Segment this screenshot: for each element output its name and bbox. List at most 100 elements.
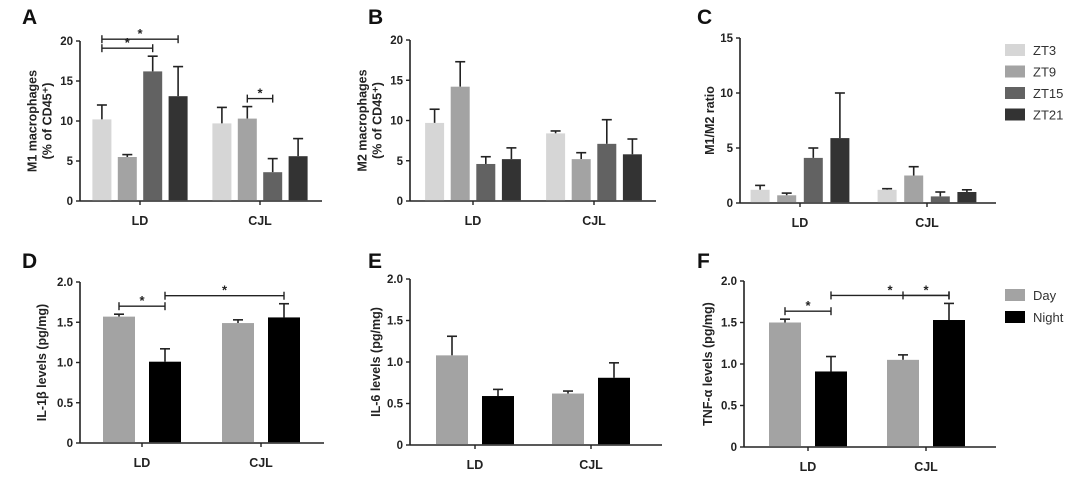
y-tick-label: 1.0 xyxy=(57,358,73,370)
legend-swatch-zt9 xyxy=(1005,65,1025,78)
bar-zt15-ld xyxy=(476,163,496,201)
significance-star: * xyxy=(805,298,811,313)
legend-swatch-day xyxy=(1005,289,1025,301)
y-tick-label: 0 xyxy=(67,438,73,450)
panel-a: A M1 macrophages (% of CD45⁺) 0 5 10 15 20 LD CJL… xyxy=(22,6,322,228)
panel-letter: B xyxy=(368,6,383,29)
bar-zt21-ld xyxy=(830,138,850,203)
x-tick-label: CJL xyxy=(915,216,939,230)
legend-swatch-zt3 xyxy=(1005,44,1025,56)
bar-night-cjl xyxy=(268,317,300,443)
y-tick-label: 20 xyxy=(390,35,403,47)
x-tick-label: CJL xyxy=(249,456,273,470)
y-tick-label: 0 xyxy=(731,442,737,454)
panel-d: D IL-1β levels (pg/mg) 0 0.5 1.0 1.5 2.0 LD CJL *… xyxy=(22,250,324,470)
bar-night-ld xyxy=(815,371,847,447)
panel-b: B M2 macrophages (% of CD45⁺) 0 5 10 15 20 LD CJL xyxy=(356,6,656,228)
bar-night-ld xyxy=(482,396,514,445)
x-tick-label: LD xyxy=(467,458,484,472)
significance-star: * xyxy=(887,282,893,297)
y-tick-label: 1.5 xyxy=(57,317,74,329)
bar-zt3-ld xyxy=(750,189,770,203)
bar-day-cjl xyxy=(552,393,584,445)
y-tick-label: 0.5 xyxy=(387,399,404,411)
bar-zt3-cjl xyxy=(212,123,232,201)
panel-letter: A xyxy=(22,6,37,29)
significance-star: * xyxy=(125,35,131,50)
y-tick-label: 20 xyxy=(60,36,73,48)
bar-night-cjl xyxy=(598,377,630,445)
y-tick-label: 0 xyxy=(67,196,73,208)
bar-day-ld xyxy=(769,322,801,447)
legend: ZT3 ZT9 ZT15 ZT21 xyxy=(1005,43,1063,123)
y-tick-label: 2.0 xyxy=(721,276,737,288)
significance-star: * xyxy=(137,26,143,41)
bar-zt21-ld xyxy=(168,96,188,201)
legend-swatch-night xyxy=(1005,311,1025,323)
y-axis-label: IL-6 levels (pg/mg) xyxy=(369,307,383,417)
bar-zt3-ld xyxy=(92,119,112,201)
legend: Day Night xyxy=(1005,288,1064,325)
y-tick-label: 1.0 xyxy=(721,359,737,371)
x-tick-label: LD xyxy=(134,456,151,470)
y-tick-label: 0.5 xyxy=(721,401,738,413)
legend-label: ZT3 xyxy=(1033,43,1056,58)
bar-day-cjl xyxy=(887,359,919,447)
panel-letter: C xyxy=(697,6,712,29)
legend-label: ZT9 xyxy=(1033,65,1056,80)
y-tick-label: 2.0 xyxy=(57,277,73,289)
legend-label: ZT15 xyxy=(1033,86,1063,101)
x-tick-label: LD xyxy=(800,460,817,474)
bar-zt9-cjl xyxy=(237,118,257,201)
bar-zt15-ld xyxy=(803,157,823,203)
significance-star: * xyxy=(257,86,263,101)
significance-star: * xyxy=(923,282,929,297)
bar-zt3-cjl xyxy=(546,133,566,201)
bar-zt3-ld xyxy=(425,122,445,201)
y-tick-label: 10 xyxy=(720,88,733,100)
bar-zt21-cjl xyxy=(288,156,308,201)
legend-label: ZT21 xyxy=(1033,108,1063,123)
y-tick-label: 0 xyxy=(397,440,403,452)
y-tick-label: 1.5 xyxy=(721,318,738,330)
y-tick-label: 5 xyxy=(67,156,74,168)
bar-zt15-cjl xyxy=(597,143,617,201)
y-tick-label: 15 xyxy=(390,75,403,87)
panel-letter: F xyxy=(697,250,710,273)
y-axis-label: IL-1β levels (pg/mg) xyxy=(35,304,49,421)
y-tick-label: 5 xyxy=(727,143,734,155)
bar-night-cjl xyxy=(933,320,965,447)
significance-star: * xyxy=(222,283,228,298)
y-tick-label: 10 xyxy=(60,116,73,128)
bar-day-ld xyxy=(103,316,135,443)
bar-zt9-cjl xyxy=(904,175,924,203)
y-tick-label: 1.0 xyxy=(387,357,403,369)
bar-zt21-cjl xyxy=(957,192,977,203)
significance-star: * xyxy=(139,293,145,308)
y-tick-label: 15 xyxy=(60,76,73,88)
y-tick-label: 1.5 xyxy=(387,316,404,328)
x-tick-label: CJL xyxy=(582,214,606,228)
x-tick-label: LD xyxy=(465,214,482,228)
panel-e: E IL-6 levels (pg/mg) 0 0.5 1.0 1.5 2.0 LD CJL xyxy=(368,250,662,472)
legend-swatch-zt15 xyxy=(1005,87,1025,99)
panel-f: F TNF-α levels (pg/mg) 0 0.5 1.0 1.5 2.0 LD CJL *… xyxy=(697,250,1064,474)
x-tick-label: LD xyxy=(792,216,809,230)
bar-zt15-cjl xyxy=(263,172,283,201)
x-tick-label: CJL xyxy=(914,460,938,474)
legend-label: Day xyxy=(1033,288,1057,303)
bar-zt9-ld xyxy=(117,157,137,201)
x-tick-label: CJL xyxy=(579,458,603,472)
y-tick-label: 10 xyxy=(390,116,403,128)
y-tick-label: 15 xyxy=(720,33,733,45)
bar-zt9-cjl xyxy=(571,159,591,201)
bar-zt21-cjl xyxy=(622,154,642,201)
legend-swatch-zt21 xyxy=(1005,108,1025,121)
y-tick-label: 0 xyxy=(727,198,733,210)
panel-letter: D xyxy=(22,250,37,273)
bar-day-cjl xyxy=(222,323,254,443)
panel-letter: E xyxy=(368,250,382,273)
bar-zt3-cjl xyxy=(877,189,897,203)
bar-zt9-ld xyxy=(450,86,470,201)
y-axis-label: (% of CD45⁺) xyxy=(371,82,385,159)
